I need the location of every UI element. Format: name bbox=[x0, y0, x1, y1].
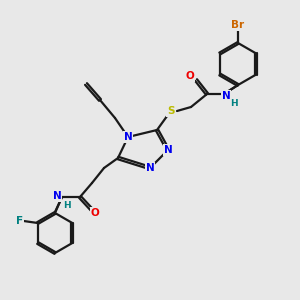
Text: S: S bbox=[167, 106, 175, 116]
Text: O: O bbox=[91, 208, 99, 218]
Text: F: F bbox=[16, 216, 23, 226]
Text: N: N bbox=[164, 145, 172, 155]
Text: N: N bbox=[222, 91, 230, 101]
Text: O: O bbox=[186, 71, 194, 81]
Text: H: H bbox=[63, 200, 71, 209]
Text: N: N bbox=[124, 132, 132, 142]
Text: Br: Br bbox=[231, 20, 244, 30]
Text: N: N bbox=[146, 163, 154, 173]
Text: N: N bbox=[52, 191, 62, 201]
Text: H: H bbox=[230, 100, 238, 109]
